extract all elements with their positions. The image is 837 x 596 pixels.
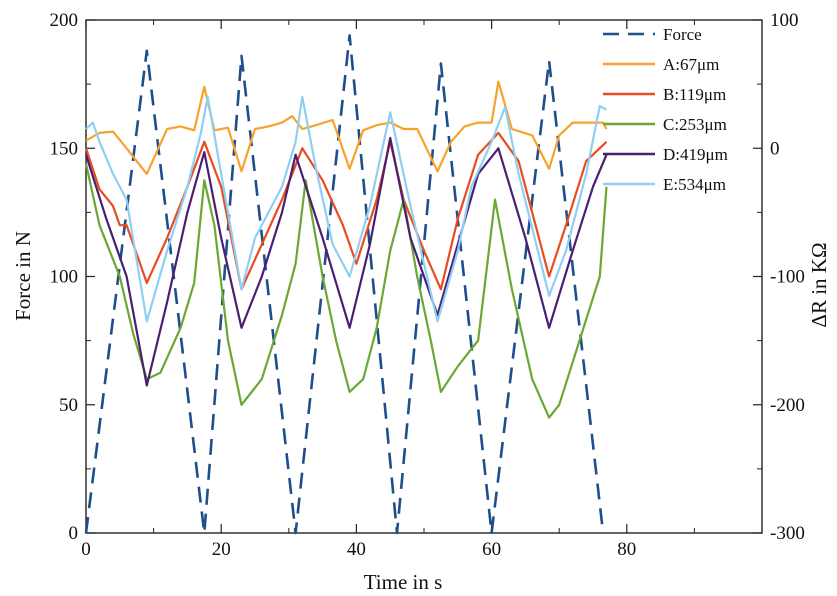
y-axis-left-title: Force in N (11, 231, 35, 321)
series-line-a (85, 80, 608, 175)
y-right-tick-label: -100 (770, 267, 805, 288)
y-left-tick-label: 50 (59, 395, 78, 416)
axis-tick-labels: 0 20 40 60 80 0 50 100 150 200 -300 -200 -100 0 100 (50, 10, 805, 560)
legend-label: C:253μm (663, 115, 727, 134)
y-left-tick-label: 200 (50, 10, 79, 31)
y-left-tick-label: 150 (50, 138, 79, 159)
series-line-force (84, 34, 605, 535)
y-left-tick-label: 0 (69, 523, 79, 544)
x-tick-label: 80 (617, 539, 636, 560)
legend-label: B:119μm (663, 85, 726, 104)
y-right-tick-label: -300 (770, 523, 805, 544)
x-axis-title: Time in s (364, 570, 443, 594)
y-right-tick-label: -200 (770, 395, 805, 416)
legend-label: D:419μm (663, 145, 728, 164)
series-line-e (85, 95, 608, 323)
series-line-c (84, 163, 608, 419)
legend-label: A:67μm (663, 55, 719, 74)
x-tick-label: 20 (212, 539, 231, 560)
y-axis-right-title: ΔR in KΩ (807, 242, 831, 327)
y-right-tick-label: 100 (770, 10, 799, 31)
legend-label: Force (663, 25, 702, 44)
axis-ticks (85, 19, 762, 534)
series-lines (84, 34, 608, 535)
x-tick-label: 0 (81, 539, 91, 560)
legend-label: E:534μm (663, 175, 726, 194)
x-tick-label: 40 (347, 539, 366, 560)
x-tick-label: 60 (482, 539, 501, 560)
y-right-tick-label: 0 (770, 138, 780, 159)
y-left-tick-label: 100 (50, 267, 79, 288)
legend: Force A:67μm B:119μm C:253μm D:419μm E:534μm (603, 25, 728, 194)
series-line-d (84, 136, 608, 387)
series-line-b (84, 131, 608, 291)
